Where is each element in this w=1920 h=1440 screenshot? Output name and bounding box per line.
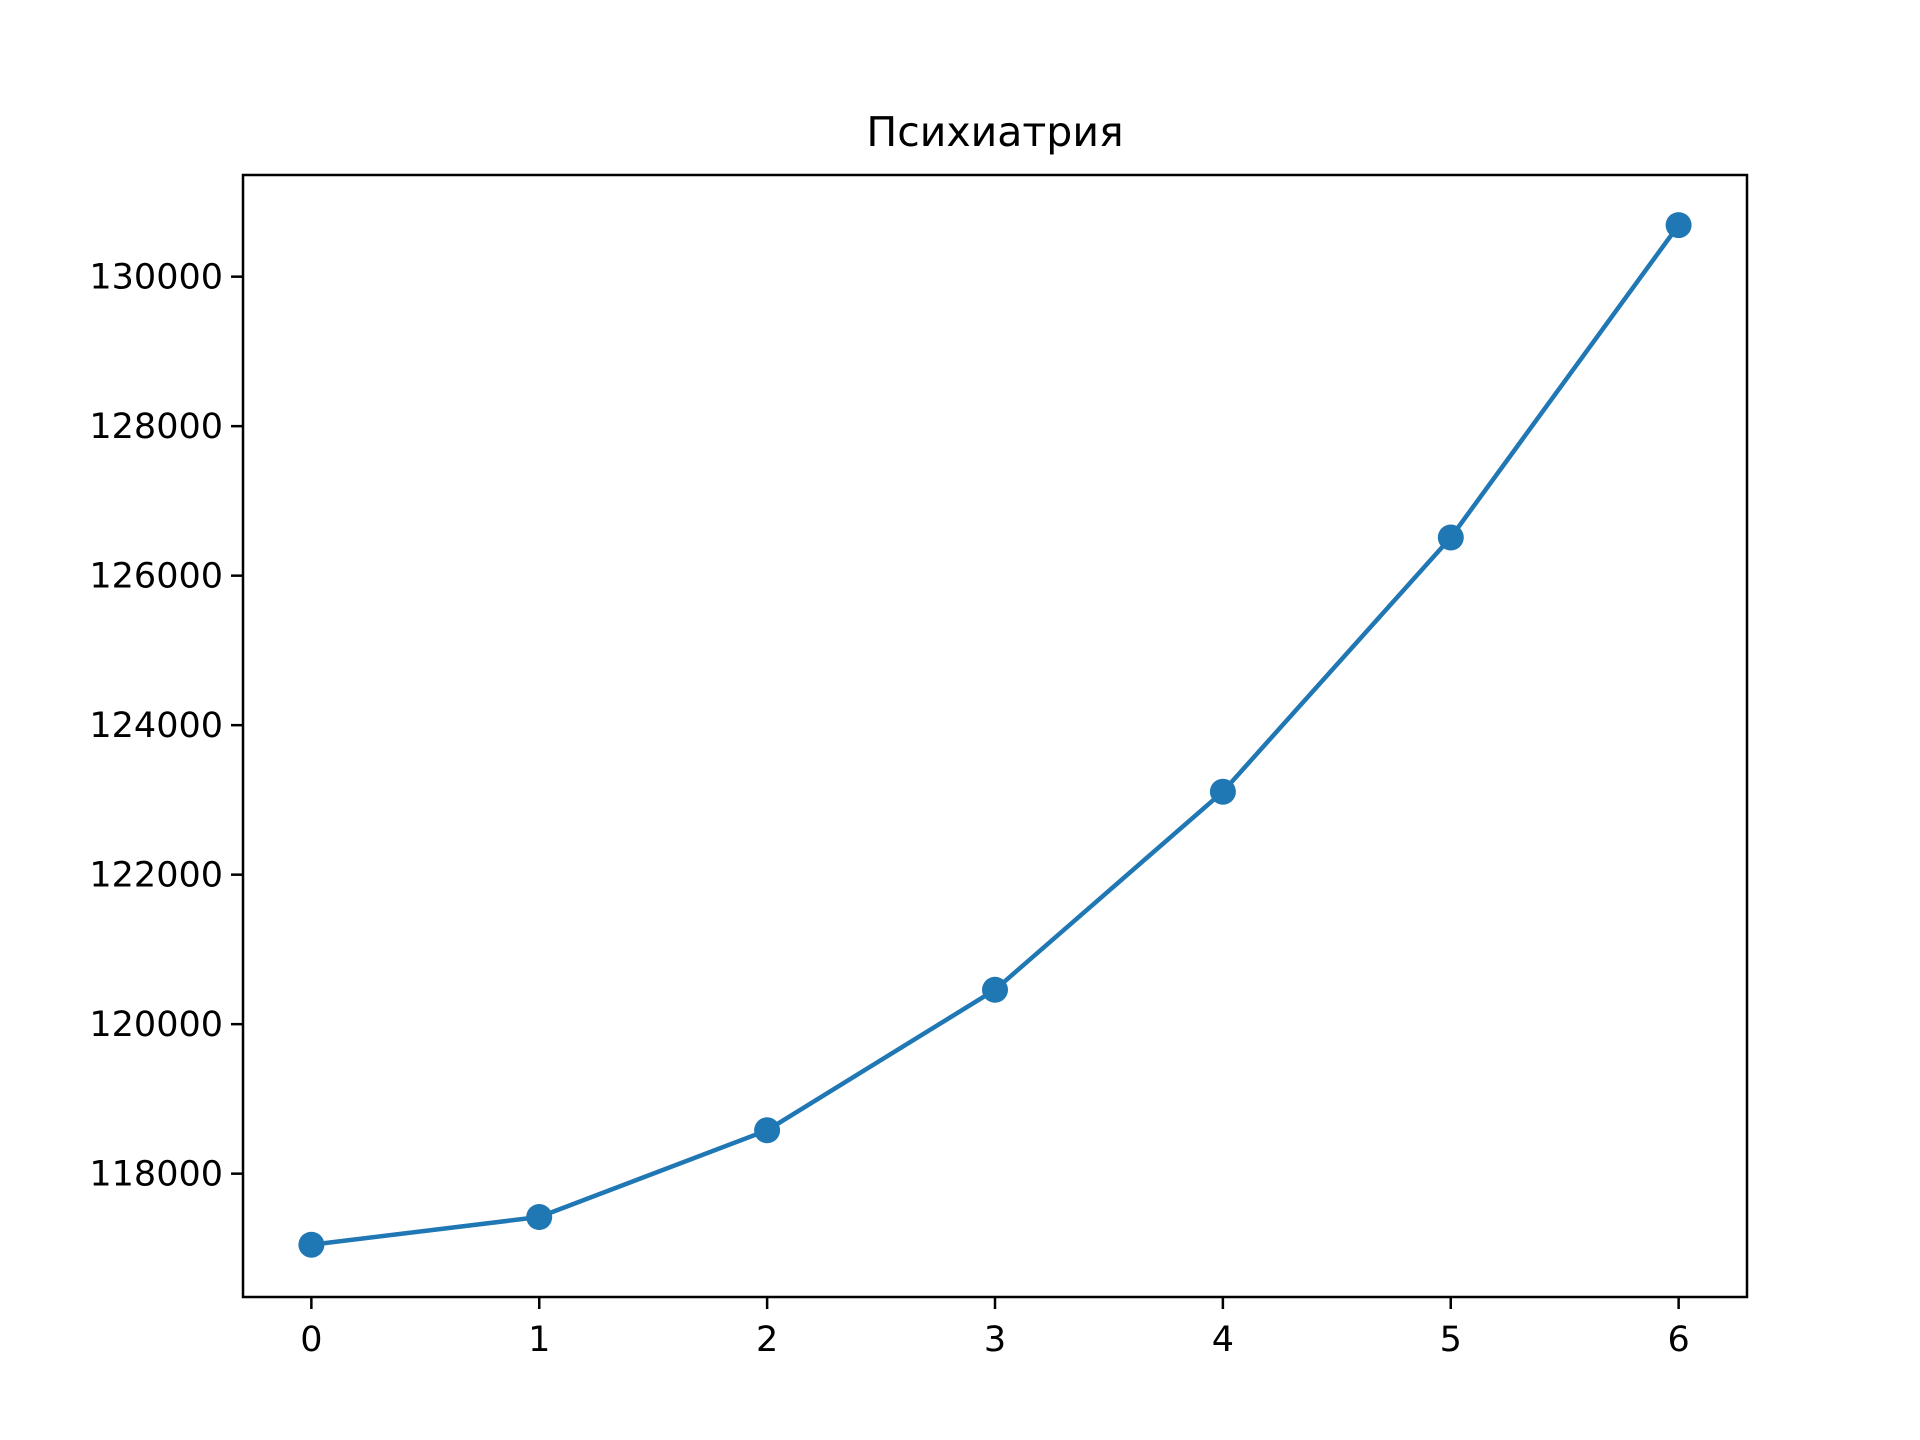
y-tick-label: 128000: [89, 407, 223, 447]
x-tick-label: 4: [1212, 1320, 1234, 1360]
plot-area-frame: [241, 173, 1749, 1299]
data-point-marker: [982, 976, 1008, 1003]
y-tick-label: 126000: [89, 557, 223, 597]
y-tick-label: 120000: [89, 1005, 223, 1045]
x-tick-label: 3: [984, 1320, 1006, 1360]
x-tick-label: 2: [756, 1320, 778, 1360]
y-tick-label: 118000: [89, 1155, 223, 1195]
y-tick-label: 130000: [89, 258, 223, 298]
x-tick-label: 5: [1440, 1320, 1462, 1360]
x-tick-label: 1: [528, 1320, 550, 1360]
y-axis-ticks: 118000 120000 122000 124000 126000 128000 1300…: [89, 258, 243, 1195]
data-point-marker: [298, 1231, 325, 1258]
x-axis-ticks: 0 1 2 3 4 5 6: [300, 1297, 1690, 1360]
chart-title: Психиатрия: [866, 108, 1123, 156]
x-tick-label: 0: [300, 1320, 322, 1360]
data-point-marker: [1209, 778, 1236, 805]
y-tick-label: 124000: [89, 706, 223, 746]
series-markers: [298, 212, 1692, 1258]
data-point-marker: [526, 1204, 553, 1230]
y-tick-label: 122000: [89, 856, 223, 896]
data-point-marker: [1665, 212, 1692, 239]
data-point-marker: [1437, 524, 1464, 551]
x-tick-label: 6: [1667, 1320, 1689, 1360]
data-point-marker: [754, 1117, 781, 1144]
